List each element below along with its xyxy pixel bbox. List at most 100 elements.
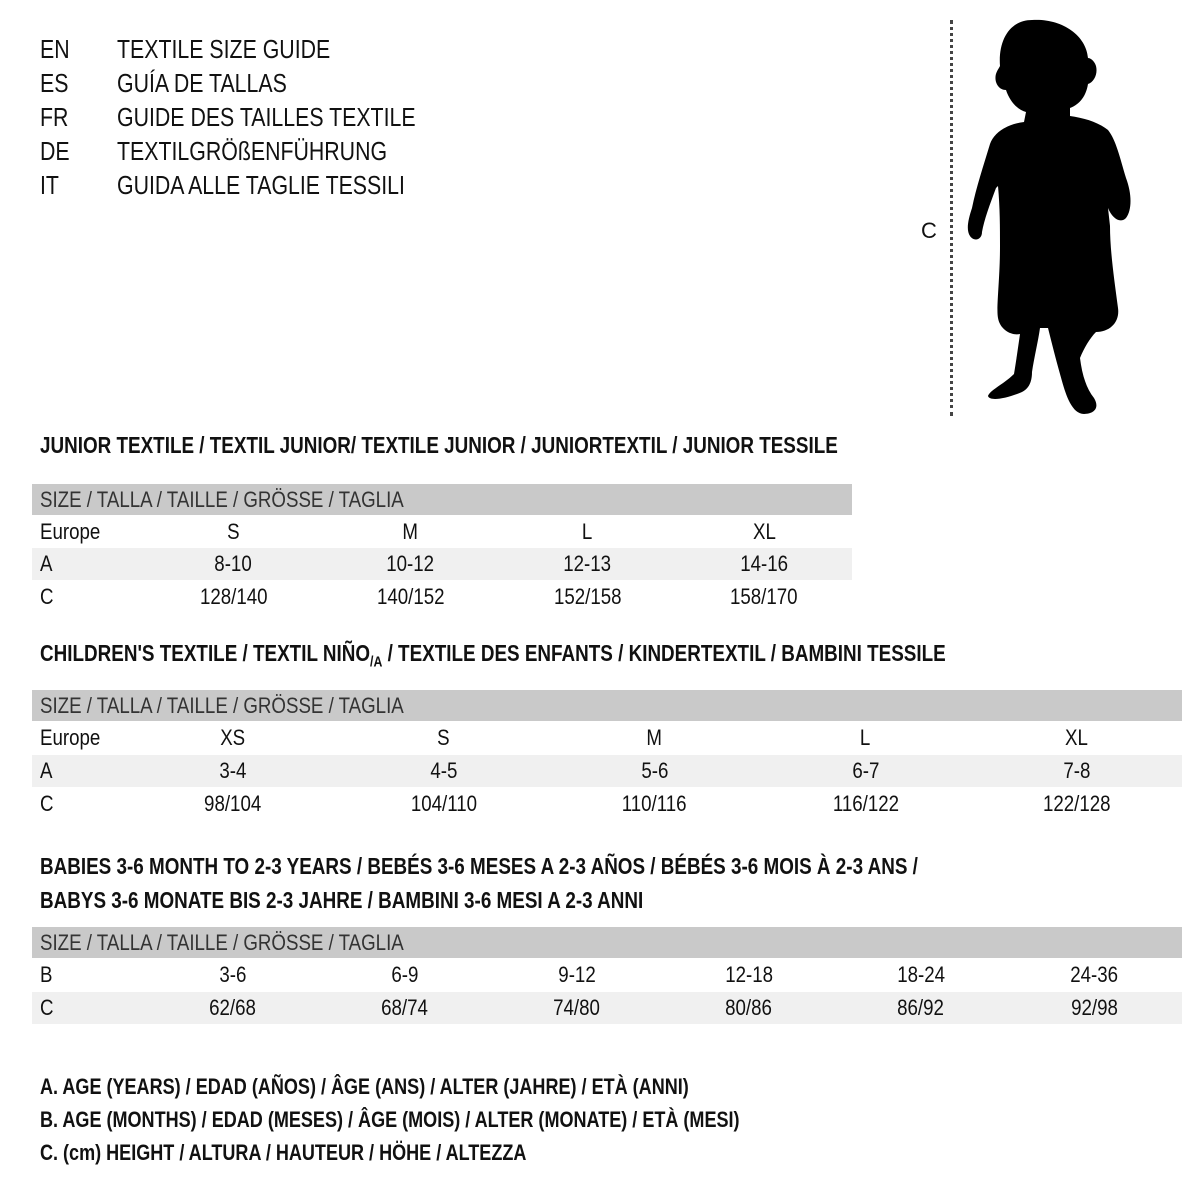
children-title-sub: /A (370, 653, 383, 671)
text: 3-6 (219, 962, 247, 987)
table-cell: 3-6 (147, 958, 319, 992)
text: C. (cm) HEIGHT / ALTURA / HAUTEUR / HÖHE… (40, 1136, 893, 1169)
table-cell: 92/98 (1007, 992, 1183, 1024)
table-cell: 122/128 (971, 787, 1182, 821)
text: 4-5 (429, 758, 458, 783)
table-cell: XL (676, 515, 852, 548)
table-row: A 8-10 10-12 12-13 14-16 (32, 548, 853, 580)
text: 116/122 (832, 791, 899, 816)
table-cell: B (32, 958, 147, 992)
text: C (40, 791, 54, 816)
children-title-text: CHILDREN'S TEXTILE / TEXTIL NIÑO (40, 640, 371, 666)
text: 12-18 (725, 962, 773, 987)
text: A. AGE (YEARS) / EDAD (AÑOS) / ÂGE (ANS)… (40, 1070, 893, 1103)
table-cell: 158/170 (676, 580, 852, 614)
children-title-text-rest: / TEXTILE DES ENFANTS / KINDERTEXTIL / B… (382, 640, 946, 666)
junior-section-title: JUNIOR TEXTILE / TEXTIL JUNIOR/ TEXTILE … (40, 432, 1013, 459)
language-title: GUÍA DE TALLAS (117, 68, 287, 98)
text: 62/68 (209, 995, 257, 1020)
text: S (227, 518, 240, 544)
language-code: DE (40, 136, 70, 166)
table-cell: 6-9 (319, 958, 491, 992)
text: A (40, 551, 53, 576)
text: SIZE / TALLA / TAILLE / GRÖSSE / TAGLIA (40, 692, 404, 718)
table-header-row: SIZE / TALLA / TAILLE / GRÖSSE / TAGLIA (32, 927, 1183, 958)
size-header: SIZE / TALLA / TAILLE / GRÖSSE / TAGLIA (32, 690, 1183, 721)
child-silhouette-icon (967, 19, 1131, 415)
table-cell: 116/122 (760, 787, 971, 821)
table-cell: XS (127, 721, 338, 755)
table-cell: XL (971, 721, 1182, 755)
children-size-table: SIZE / TALLA / TAILLE / GRÖSSE / TAGLIA … (32, 690, 1183, 821)
language-row-es: ES GUÍA DE TALLAS (40, 66, 287, 100)
legend-item-a: A. AGE (YEARS) / EDAD (AÑOS) / ÂGE (ANS)… (40, 1074, 689, 1099)
table-cell: 98/104 (127, 787, 338, 821)
table-cell: 5-6 (549, 755, 760, 787)
language-title: TEXTILGRÖßENFÜHRUNG (117, 136, 388, 166)
table-cell: 74/80 (491, 992, 663, 1024)
text: Europe (40, 725, 101, 750)
table-cell: 128/140 (145, 580, 322, 614)
table-cell: C (32, 787, 127, 821)
text: 128/140 (199, 584, 268, 609)
text: XL (1065, 725, 1088, 750)
junior-size-table: SIZE / TALLA / TAILLE / GRÖSSE / TAGLIA … (32, 484, 853, 614)
table-cell: Europe (32, 721, 127, 755)
text: B (40, 962, 53, 987)
text: 12-13 (563, 551, 612, 576)
text: BABIES 3-6 MONTH TO 2-3 YEARS / BEBÉS 3-… (40, 849, 1111, 883)
text: SIZE / TALLA / TAILLE / GRÖSSE / TAGLIA (40, 486, 404, 512)
table-cell: 104/110 (338, 787, 549, 821)
table-cell: C (32, 580, 145, 614)
table-cell: 110/116 (549, 787, 760, 821)
text: 98/104 (203, 791, 262, 816)
table-row: C 128/140 140/152 152/158 158/170 (32, 580, 852, 614)
table-cell: M (322, 515, 499, 548)
text: 86/92 (897, 995, 945, 1020)
table-cell: C (32, 992, 147, 1024)
language-title: GUIDA ALLE TAGLIE TESSILI (117, 170, 405, 200)
language-row-it: IT GUIDA ALLE TAGLIE TESSILI (40, 168, 405, 202)
language-row-de: DE TEXTILGRÖßENFÜHRUNG (40, 134, 387, 168)
text: A (40, 758, 53, 783)
text: CHILDREN'S TEXTILE / TEXTIL NIÑO/A / TEX… (40, 640, 946, 671)
table-row: C 62/68 68/74 74/80 80/86 86/92 92/98 (32, 992, 1183, 1024)
text: 140/152 (376, 584, 445, 609)
table-row: Europe S M L XL (32, 515, 852, 548)
text: M (402, 518, 419, 544)
text: 8-10 (214, 551, 253, 576)
babies-title-line1: BABIES 3-6 MONTH TO 2-3 YEARS / BEBÉS 3-… (40, 853, 918, 879)
language-code: FR (40, 102, 69, 132)
legend-item-c: C. (cm) HEIGHT / ALTURA / HAUTEUR / HÖHE… (40, 1140, 527, 1165)
text: 68/74 (381, 995, 429, 1020)
legend-item-b: B. AGE (MONTHS) / EDAD (MESES) / ÂGE (MO… (40, 1107, 740, 1132)
babies-size-table: SIZE / TALLA / TAILLE / GRÖSSE / TAGLIA … (32, 927, 1183, 1024)
language-list: EN TEXTILE SIZE GUIDE ES GUÍA DE TALLAS FR… (40, 32, 416, 202)
text: 7-8 (1062, 758, 1091, 783)
table-header-row: SIZE / TALLA / TAILLE / GRÖSSE / TAGLIA (32, 690, 1183, 721)
text: L (860, 725, 871, 750)
table-header-row: SIZE / TALLA / TAILLE / GRÖSSE / TAGLIA (32, 484, 853, 515)
language-title: GUIDE DES TAILLES TEXTILE (117, 102, 416, 132)
text: XL (752, 518, 776, 544)
legend: A. AGE (YEARS) / EDAD (AÑOS) / ÂGE (ANS)… (40, 1070, 893, 1169)
size-header: SIZE / TALLA / TAILLE / GRÖSSE / TAGLIA (32, 927, 1183, 958)
text: 6-9 (391, 962, 419, 987)
text: BABYS 3-6 MONATE BIS 2-3 JAHRE / BAMBINI… (40, 883, 1111, 917)
text: Europe (40, 518, 101, 544)
table-cell: A (32, 548, 145, 580)
table-cell: Europe (32, 515, 145, 548)
language-title: TEXTILE SIZE GUIDE (117, 34, 331, 64)
text: XS (220, 725, 245, 750)
table-cell: L (760, 721, 971, 755)
table-cell: 62/68 (147, 992, 319, 1024)
text: 9-12 (558, 962, 596, 987)
size-header: SIZE / TALLA / TAILLE / GRÖSSE / TAGLIA (32, 484, 853, 515)
babies-title-line2: BABYS 3-6 MONATE BIS 2-3 JAHRE / BAMBINI… (40, 887, 644, 913)
text: C (40, 995, 54, 1020)
table-cell: 6-7 (760, 755, 971, 787)
text: S (437, 725, 450, 750)
table-cell: S (145, 515, 322, 548)
table-cell: 152/158 (499, 580, 676, 614)
text: SIZE / TALLA / TAILLE / GRÖSSE / TAGLIA (40, 929, 404, 955)
